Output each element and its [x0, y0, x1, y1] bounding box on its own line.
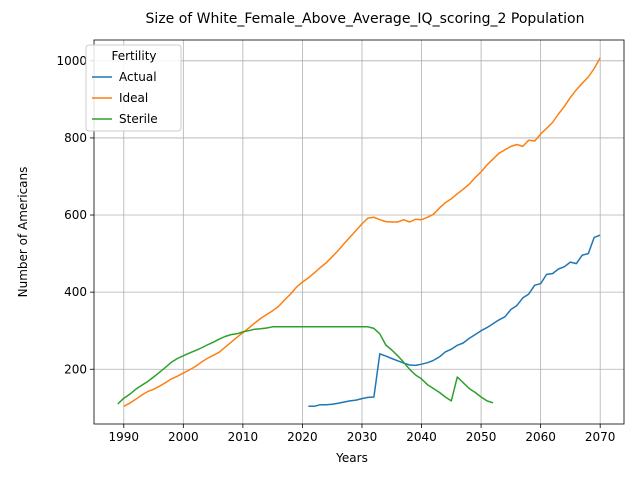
y-tick-label: 600	[64, 208, 87, 222]
x-tick-label: 2010	[228, 430, 259, 444]
y-tick-label: 400	[64, 285, 87, 299]
y-axis-label: Number of Americans	[16, 167, 30, 298]
x-tick-label: 2030	[347, 430, 378, 444]
chart-title: Size of White_Female_Above_Average_IQ_sc…	[146, 11, 585, 27]
legend-title: Fertility	[111, 49, 156, 63]
x-tick-label: 2000	[168, 430, 199, 444]
legend-label-actual: Actual	[119, 70, 157, 84]
x-tick-label: 2040	[406, 430, 437, 444]
x-tick-label: 2070	[585, 430, 616, 444]
series-line-actual	[308, 234, 601, 408]
legend-box	[85, 44, 182, 132]
series-line-sterile	[117, 326, 494, 405]
legend-label-sterile: Sterile	[119, 112, 158, 126]
y-tick-label: 200	[64, 362, 87, 376]
x-tick-label: 2050	[466, 430, 497, 444]
x-tick-label: 1990	[109, 430, 140, 444]
series-lines	[117, 57, 601, 408]
legend-items: Actual Ideal Sterile	[92, 70, 158, 126]
y-tick-label: 800	[64, 131, 87, 145]
x-axis-ticks: 1990 2000 2010 2020 2030 2040 2050 2060 2070	[109, 424, 616, 444]
series-line-ideal	[123, 57, 601, 407]
legend-label-ideal: Ideal	[119, 91, 148, 105]
y-axis-ticks: 200 400 600 800 1000	[56, 54, 94, 376]
grid-lines	[94, 40, 624, 424]
x-axis-label: Years	[335, 451, 368, 465]
y-tick-label: 1000	[56, 54, 87, 68]
plot-frame	[93, 39, 625, 425]
legend: Fertility Actual Ideal Sterile	[85, 44, 182, 132]
x-tick-label: 2060	[525, 430, 556, 444]
x-tick-label: 2020	[287, 430, 318, 444]
